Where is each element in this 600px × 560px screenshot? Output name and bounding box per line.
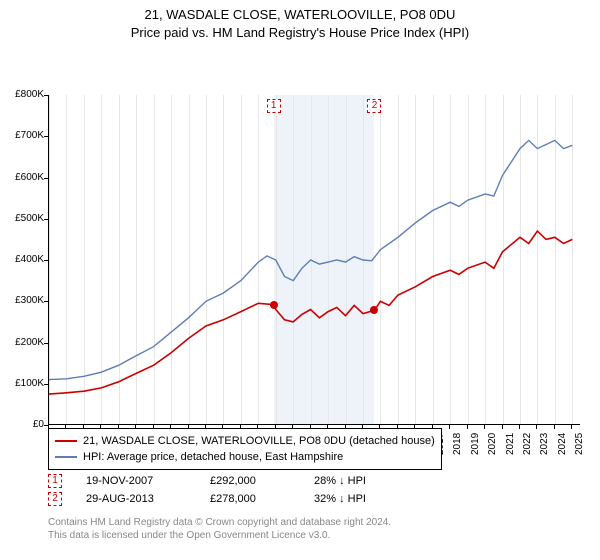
legend-label: HPI: Average price, detached house, East… <box>83 451 343 463</box>
y-tick-label: £600K <box>4 172 44 183</box>
legend-row: 21, WASDALE CLOSE, WATERLOOVILLE, PO8 0D… <box>55 433 435 449</box>
y-tick <box>44 136 48 137</box>
y-tick <box>44 425 48 426</box>
y-tick-label: £0 <box>4 419 44 430</box>
sale-marker-dot <box>270 301 278 309</box>
x-tick-label: 2024 <box>557 433 568 455</box>
y-tick <box>44 260 48 261</box>
y-tick-label: £500K <box>4 213 44 224</box>
legend-row: HPI: Average price, detached house, East… <box>55 449 435 465</box>
y-tick <box>44 301 48 302</box>
x-tick-label: 2025 <box>574 433 585 455</box>
x-tick-label: 2019 <box>470 433 481 455</box>
legend-swatch <box>55 440 77 442</box>
legend-label: 21, WASDALE CLOSE, WATERLOOVILLE, PO8 0D… <box>83 435 435 447</box>
event-price: £278,000 <box>210 493 290 505</box>
event-date: 19-NOV-2007 <box>86 475 186 487</box>
y-tick-label: £700K <box>4 130 44 141</box>
y-tick-label: £300K <box>4 295 44 306</box>
y-tick <box>44 384 48 385</box>
sale-marker-dot <box>370 306 378 314</box>
footer-line-2: This data is licensed under the Open Gov… <box>48 529 391 542</box>
series-lines <box>49 95 581 425</box>
chart-titles: 21, WASDALE CLOSE, WATERLOOVILLE, PO8 0D… <box>0 0 600 41</box>
x-tick <box>519 425 520 429</box>
y-tick <box>44 219 48 220</box>
y-tick <box>44 343 48 344</box>
y-tick <box>44 95 48 96</box>
event-date: 29-AUG-2013 <box>86 493 186 505</box>
y-tick-label: £400K <box>4 254 44 265</box>
x-tick <box>449 425 450 429</box>
y-tick-label: £800K <box>4 89 44 100</box>
x-tick-label: 2021 <box>505 433 516 455</box>
y-tick-label: £100K <box>4 378 44 389</box>
event-row: 1 19-NOV-2007 £292,000 28% ↓ HPI <box>48 472 366 490</box>
x-tick-label: 2023 <box>539 433 550 455</box>
plot-area: 12 <box>48 95 580 425</box>
event-price: £292,000 <box>210 475 290 487</box>
sale-marker-box: 1 <box>267 99 281 113</box>
x-tick <box>484 425 485 429</box>
title-line-1: 21, WASDALE CLOSE, WATERLOOVILLE, PO8 0D… <box>0 6 600 24</box>
title-line-2: Price paid vs. HM Land Registry's House … <box>0 24 600 42</box>
footer-line-1: Contains HM Land Registry data © Crown c… <box>48 516 391 529</box>
x-tick <box>571 425 572 429</box>
attribution-footer: Contains HM Land Registry data © Crown c… <box>48 516 391 542</box>
chart-container: { "title": { "line1": "21, WASDALE CLOSE… <box>0 0 600 560</box>
x-tick-label: 2022 <box>522 433 533 455</box>
x-tick <box>536 425 537 429</box>
sale-marker-box: 2 <box>367 99 381 113</box>
x-tick <box>502 425 503 429</box>
x-tick <box>467 425 468 429</box>
event-row: 2 29-AUG-2013 £278,000 32% ↓ HPI <box>48 490 366 508</box>
y-tick-label: £200K <box>4 337 44 348</box>
event-marker-icon: 1 <box>48 474 62 488</box>
y-tick <box>44 178 48 179</box>
event-delta: 28% ↓ HPI <box>314 475 366 487</box>
x-tick-label: 2018 <box>452 433 463 455</box>
x-tick <box>554 425 555 429</box>
series-hpi <box>49 140 572 379</box>
legend: 21, WASDALE CLOSE, WATERLOOVILLE, PO8 0D… <box>48 428 442 470</box>
series-price_paid <box>49 231 572 394</box>
legend-swatch <box>55 456 77 458</box>
event-table: 1 19-NOV-2007 £292,000 28% ↓ HPI 2 29-AUG-201… <box>48 472 366 508</box>
event-marker-icon: 2 <box>48 492 62 506</box>
x-tick-label: 2020 <box>487 433 498 455</box>
event-delta: 32% ↓ HPI <box>314 493 366 505</box>
